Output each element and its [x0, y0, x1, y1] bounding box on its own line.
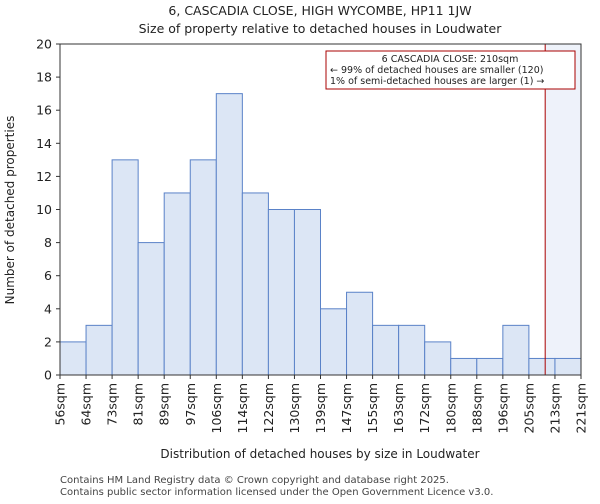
highlight-region [545, 44, 581, 375]
x-tick-label-81sqm: 81sqm [131, 383, 146, 426]
annotation-box: 6 CASCADIA CLOSE: 210sqm ← 99% of detach… [325, 50, 576, 90]
bar-196sqm [502, 324, 530, 376]
x-tick-label-122sqm: 122sqm [261, 383, 276, 433]
x-tick-label-213sqm: 213sqm [547, 383, 562, 433]
y-tick-label: 20 [36, 37, 52, 52]
x-tick-label-163sqm: 163sqm [391, 383, 406, 433]
bar-97sqm [189, 159, 217, 376]
plot-area: 0 2 4 6 8 10 12 14 16 18 20 56sqm 64sqm 73sqm 81sqm 89s… [36, 37, 588, 434]
footer-line-2: Contains public sector information licen… [60, 487, 493, 498]
bar-122sqm [267, 209, 295, 376]
bar-172sqm [424, 341, 452, 376]
x-tick-label-188sqm: 188sqm [469, 383, 484, 433]
x-tick-label-89sqm: 89sqm [157, 383, 172, 426]
bar-139sqm [320, 308, 348, 376]
bar-180sqm [450, 357, 478, 376]
bar-163sqm [398, 324, 426, 376]
bar-114sqm [241, 192, 269, 376]
bar-188sqm [476, 357, 504, 376]
bar-73sqm [111, 159, 139, 376]
bar-147sqm [346, 291, 374, 376]
chart-subtitle: Size of property relative to detached ho… [139, 21, 503, 36]
bar-155sqm [372, 324, 400, 376]
x-tick-label-130sqm: 130sqm [287, 383, 302, 433]
x-tick-label-155sqm: 155sqm [365, 383, 380, 433]
bar-56sqm [59, 341, 87, 376]
x-tick-label-196sqm: 196sqm [495, 383, 510, 433]
y-tick-label: 16 [36, 103, 52, 118]
y-tick-label: 2 [44, 334, 52, 349]
x-tick-label-56sqm: 56sqm [53, 383, 68, 426]
y-tick-label: 10 [36, 202, 52, 217]
y-tick-label: 6 [44, 268, 52, 283]
x-tick-label-114sqm: 114sqm [235, 383, 250, 433]
bar-89sqm [163, 192, 191, 376]
y-tick-label: 0 [44, 368, 52, 383]
x-tick-label-97sqm: 97sqm [183, 383, 198, 426]
bar-130sqm [293, 209, 322, 376]
bar-81sqm [137, 242, 165, 376]
x-tick-label-172sqm: 172sqm [417, 383, 432, 433]
y-tick-label: 12 [36, 169, 52, 184]
x-tick-label-106sqm: 106sqm [209, 383, 224, 433]
bar-106sqm [215, 93, 243, 376]
annotation-line-2: ← 99% of detached houses are smaller (12… [330, 65, 543, 76]
x-tick-label-205sqm: 205sqm [521, 383, 536, 433]
bar-213sqm [554, 357, 582, 376]
x-tick-label-64sqm: 64sqm [79, 383, 94, 426]
x-tick-label-221sqm: 221sqm [574, 383, 589, 433]
footer-line-1: Contains HM Land Registry data © Crown c… [60, 475, 449, 486]
x-tick-label-139sqm: 139sqm [313, 383, 328, 433]
x-tick-label-180sqm: 180sqm [443, 383, 458, 433]
annotation-line-1: 6 CASCADIA CLOSE: 210sqm [382, 54, 519, 65]
y-tick-label: 4 [44, 301, 52, 316]
plot-frame [59, 43, 582, 376]
annotation-line-3: 1% of semi-detached houses are larger (1… [330, 76, 544, 87]
y-tick-label: 18 [36, 70, 52, 85]
x-axis-label: Distribution of detached houses by size … [160, 447, 479, 461]
bar-64sqm [85, 324, 113, 376]
y-tick-label: 8 [44, 235, 52, 250]
y-axis-label: Number of detached properties [3, 116, 17, 305]
x-tick-label-147sqm: 147sqm [339, 383, 354, 433]
bar-205sqm [528, 357, 556, 376]
chart-title: 6, CASCADIA CLOSE, HIGH WYCOMBE, HP11 1J… [168, 3, 471, 18]
y-tick-label: 14 [36, 136, 52, 151]
x-tick-label-73sqm: 73sqm [105, 383, 120, 426]
